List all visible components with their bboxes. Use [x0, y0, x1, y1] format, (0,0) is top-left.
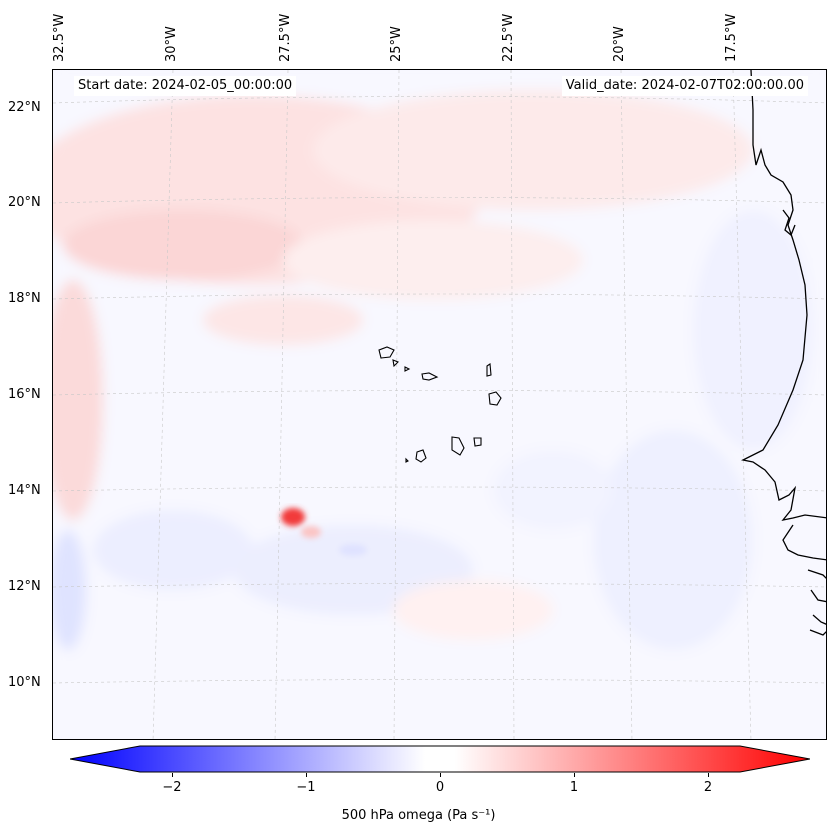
lon-label: 32.5°W — [52, 13, 67, 62]
lat-label: 16°N — [8, 387, 41, 402]
lon-label: 25°W — [389, 26, 404, 62]
lon-label: 27.5°W — [278, 13, 293, 62]
colorbar-tick-label: 1 — [569, 780, 579, 795]
colorbar-tickmark — [172, 773, 173, 777]
lon-label: 30°W — [164, 26, 179, 62]
omega-field — [53, 70, 826, 739]
colorbar — [70, 745, 810, 773]
graticule — [53, 70, 826, 739]
cape-verde-islands — [378, 346, 502, 463]
colorbar-tickmark — [574, 773, 575, 777]
colorbar-label: 500 hPa omega (Pa s⁻¹) — [341, 808, 496, 823]
colorbar-tick-label: 2 — [703, 780, 713, 795]
lat-label: 20°N — [8, 195, 41, 210]
colorbar-tick-label: −1 — [296, 780, 316, 795]
colorbar-tick-label: 0 — [435, 780, 445, 795]
lat-label: 22°N — [8, 100, 41, 115]
map-canvas — [53, 70, 826, 739]
lat-label: 18°N — [8, 291, 41, 306]
map-panel — [52, 69, 827, 740]
omega-hotspot — [281, 508, 367, 556]
lon-label: 22.5°W — [501, 13, 516, 62]
colorbar-tickmark — [306, 773, 307, 777]
lon-label: 17.5°W — [724, 13, 739, 62]
africa-coastline — [741, 70, 826, 636]
colorbar-tick-label: −2 — [162, 780, 182, 795]
lon-label: 20°W — [612, 26, 627, 62]
valid-date-label: Valid_date: 2024-02-07T02:00:00.00 — [561, 76, 808, 96]
start-date-label: Start date: 2024-02-05_00:00:00 — [74, 76, 297, 96]
colorbar-tickmark — [708, 773, 709, 777]
lat-label: 12°N — [8, 579, 41, 594]
colorbar-tickmark — [440, 773, 441, 777]
lat-label: 10°N — [8, 675, 41, 690]
lat-label: 14°N — [8, 483, 41, 498]
